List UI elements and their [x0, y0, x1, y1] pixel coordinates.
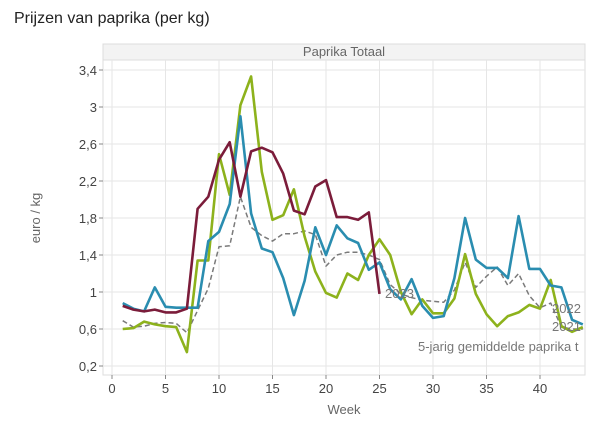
y-tick-label: 1 — [90, 285, 97, 300]
y-tick-label: 2,2 — [79, 174, 97, 189]
label-average: 5-jarig gemiddelde paprika t — [418, 339, 579, 354]
x-tick-label: 35 — [479, 381, 493, 396]
x-tick-label: 25 — [372, 381, 386, 396]
x-tick-label: 15 — [265, 381, 279, 396]
series-line-2021 — [122, 75, 584, 354]
y-tick-label: 3,4 — [79, 63, 97, 78]
x-tick-label: 0 — [108, 381, 115, 396]
series-line-2023 — [122, 140, 381, 314]
label-2021: 2021 — [552, 319, 581, 334]
y-axis-label: euro / kg — [28, 193, 43, 244]
y-tick-label: 0,2 — [79, 359, 97, 374]
panel-label: Paprika Totaal — [303, 44, 385, 59]
series-line-5-jarig-gemiddelde-paprika-totaal — [122, 195, 583, 334]
x-tick-label: 20 — [319, 381, 333, 396]
y-tick-label: 1,4 — [79, 248, 97, 263]
y-tick-label: 1,8 — [79, 211, 97, 226]
label-2023: 2023 — [385, 286, 414, 301]
x-tick-label: 10 — [212, 381, 226, 396]
series-line-2022 — [122, 115, 584, 326]
x-axis-label: Week — [328, 402, 361, 417]
x-tick-label: 40 — [533, 381, 547, 396]
series-lines — [122, 75, 584, 354]
ticks: 0 5 10 15 20 25 30 35 40 0,2 0,6 1 1,4 1,8 2,2 2,6 3 3,4 — [79, 63, 547, 396]
label-2022: 2022 — [552, 301, 581, 316]
y-tick-label: 0,6 — [79, 322, 97, 337]
x-tick-label: 5 — [162, 381, 169, 396]
chart-title: Prijzen van paprika (per kg) — [14, 10, 210, 27]
y-tick-label: 2,6 — [79, 137, 97, 152]
x-tick-label: 30 — [426, 381, 440, 396]
y-tick-label: 3 — [90, 100, 97, 115]
